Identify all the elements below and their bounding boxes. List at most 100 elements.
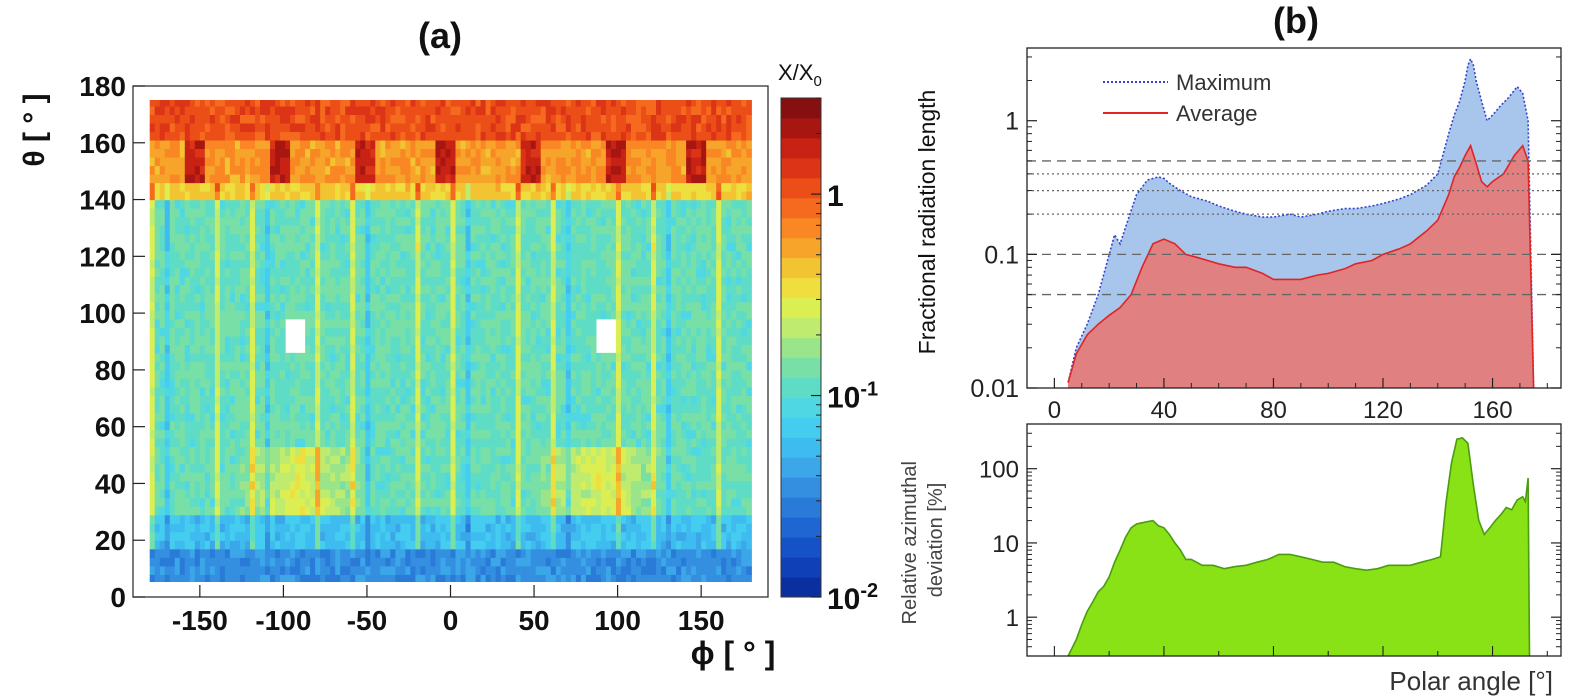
heatmap-cell [580, 301, 587, 311]
heatmap-cell [555, 335, 562, 345]
heatmap-cell [214, 199, 221, 209]
heatmap-cell [470, 284, 477, 294]
heatmap-cell [510, 327, 517, 337]
heatmap-cell [270, 191, 276, 201]
heatmap-cell [560, 156, 567, 167]
heatmap-cell [189, 131, 196, 141]
heatmap-cell [400, 165, 406, 175]
heatmap-cell [500, 531, 507, 541]
heatmap-cell [405, 557, 411, 567]
heatmap-cell [345, 361, 351, 371]
heatmap-cell [370, 276, 376, 286]
heatmap-cell [455, 114, 462, 124]
heatmap-cell [239, 182, 246, 192]
heatmap-cell [525, 352, 532, 362]
heatmap-cell [234, 480, 241, 490]
heatmap-cell [565, 506, 572, 516]
heatmap-cell [470, 361, 477, 371]
heatmap-cell [355, 114, 361, 124]
heatmap-cell [415, 472, 422, 482]
heatmap-cell [520, 378, 527, 388]
heatmap-cell [350, 489, 356, 499]
heatmap-cell [189, 182, 196, 192]
heatmap-cell [530, 148, 537, 158]
heatmap-cell [280, 310, 286, 320]
heatmap-cell [420, 480, 427, 490]
heatmap-cell [435, 191, 442, 201]
heatmap-cell [270, 199, 276, 209]
heatmap-cell [450, 267, 457, 277]
heatmap-cell [490, 284, 497, 294]
heatmap-cell [149, 446, 156, 456]
heatmap-cell [275, 310, 281, 320]
heatmap-cell [475, 378, 482, 388]
heatmap-cell [510, 276, 517, 286]
heatmap-cell [275, 293, 281, 303]
heatmap-cell [545, 293, 552, 303]
heatmap-cell [169, 489, 176, 499]
heatmap-cell [520, 429, 527, 439]
heatmap-cell [580, 480, 587, 490]
heatmap-cell [380, 216, 386, 226]
heatmap-cell [345, 242, 351, 252]
heatmap-cell [440, 250, 447, 260]
heatmap-cell [500, 250, 507, 260]
heatmap-cell [475, 420, 482, 431]
heatmap-cell [340, 267, 346, 277]
heatmap-cell [440, 378, 447, 388]
heatmap-cell [365, 446, 371, 456]
heatmap-cell [355, 131, 361, 141]
heatmap-cell [455, 412, 462, 422]
heatmap-cell [315, 199, 321, 209]
heatmap-cell [430, 446, 437, 456]
heatmap-cell [275, 438, 281, 448]
heatmap-cell [465, 327, 472, 337]
heatmap-cell [350, 148, 356, 158]
heatmap-cell [295, 267, 301, 277]
heatmap-cell [229, 574, 236, 582]
heatmap-cell [320, 378, 326, 388]
heatmap-cell [305, 565, 311, 575]
heatmap-cell [199, 293, 206, 303]
heatmap-cell [325, 548, 331, 558]
heatmap-cell [164, 233, 171, 243]
heatmap-cell [500, 335, 507, 345]
heatmap-cell [229, 225, 236, 235]
heatmap-cell [315, 369, 321, 380]
heatmap-cell [425, 480, 432, 490]
heatmap-cell [500, 489, 507, 499]
heatmap-cell [169, 540, 176, 550]
heatmap-cell [270, 242, 276, 252]
heatmap-cell [305, 446, 311, 456]
heatmap-cell [214, 139, 221, 150]
heatmap-cell [275, 574, 281, 582]
heatmap-cell [410, 301, 416, 311]
heatmap-cell [335, 301, 341, 311]
heatmap-cell [540, 557, 547, 567]
heatmap-cell [330, 293, 336, 303]
heatmap-cell [510, 131, 517, 141]
heatmap-cell [234, 412, 241, 422]
heatmap-cell [535, 139, 542, 150]
heatmap-cell [174, 301, 181, 311]
heatmap-cell [445, 378, 452, 388]
heatmap-cell [555, 369, 562, 380]
heatmap-cell [575, 369, 582, 380]
heatmap-cell [445, 514, 452, 524]
heatmap-cell [300, 208, 306, 218]
heatmap-cell [450, 565, 457, 575]
heatmap-cell [445, 267, 452, 277]
heatmap-cell [570, 139, 577, 150]
heatmap-cell [440, 429, 447, 439]
heatmap-cell [280, 259, 286, 269]
heatmap-cell [425, 335, 432, 345]
heatmap-cell [199, 174, 206, 184]
heatmap-cell [209, 565, 216, 575]
heatmap-cell [530, 216, 537, 226]
heatmap-cell [214, 403, 221, 414]
heatmap-cell [234, 225, 241, 235]
heatmap-cell [224, 199, 231, 209]
heatmap-cell [395, 131, 401, 141]
heatmap-cell [475, 480, 482, 490]
heatmap-cell [234, 565, 241, 575]
